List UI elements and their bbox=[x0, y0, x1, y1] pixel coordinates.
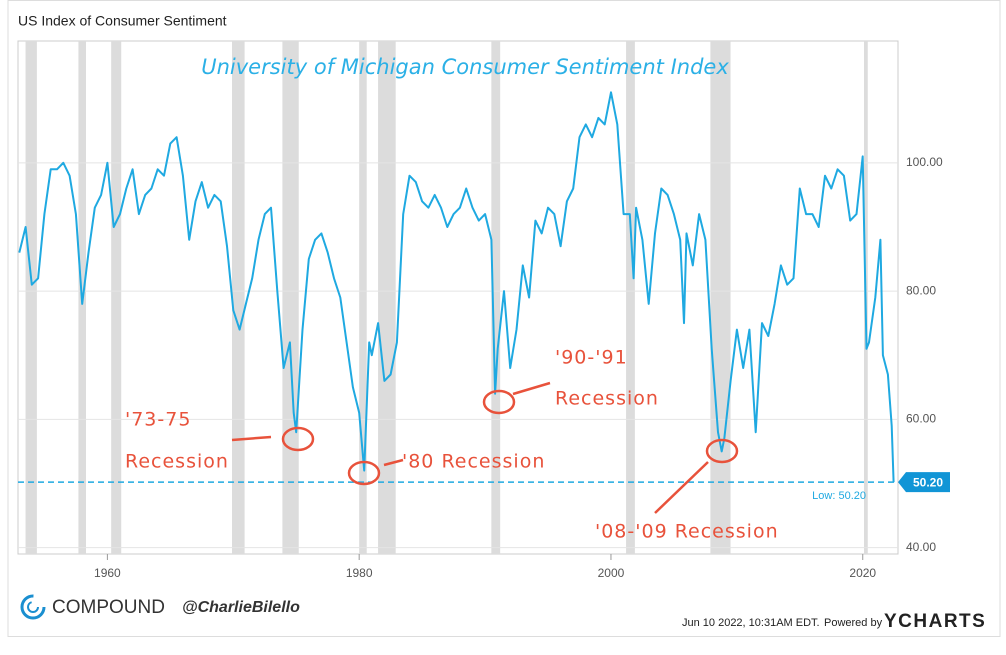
ycharts-logo: YCHARTS bbox=[884, 611, 986, 632]
recession-band bbox=[626, 41, 635, 554]
recession-band bbox=[25, 41, 37, 554]
plot-area bbox=[17, 40, 899, 555]
annotation-circle bbox=[482, 389, 516, 415]
low-tag-label: 50.20 bbox=[913, 475, 943, 489]
handle: @CharlieBilello bbox=[182, 599, 300, 616]
recession-band bbox=[282, 41, 299, 554]
brand-icon bbox=[20, 594, 46, 620]
recession-band bbox=[710, 41, 731, 554]
annotation-circle bbox=[705, 438, 739, 464]
brand: COMPOUND bbox=[52, 597, 165, 618]
footer: COMPOUND @CharlieBilello Jun 10 2022, 10… bbox=[20, 594, 986, 632]
chart-header: US Index of Consumer Sentiment bbox=[18, 13, 227, 29]
annotation: '08-'09 Recession bbox=[595, 521, 779, 543]
annotation-pointer bbox=[383, 458, 404, 467]
plot: 40.00 60.00 80.00 100.00 1960 1980 2000 2020 Low… bbox=[17, 40, 943, 580]
annotation: '80 Recession bbox=[402, 451, 545, 473]
x-tick-label: 2020 bbox=[849, 566, 876, 580]
annotation: Recession bbox=[555, 388, 659, 410]
x-tick-label: 2000 bbox=[598, 566, 625, 580]
recession-band bbox=[491, 41, 501, 554]
recession-band bbox=[232, 41, 245, 554]
brand-icon bbox=[27, 601, 39, 613]
timestamp: Jun 10 2022, 10:31AM EDT. bbox=[682, 617, 820, 629]
y-tick-label: 100.00 bbox=[906, 155, 943, 169]
y-tick-label: 80.00 bbox=[906, 283, 936, 297]
annotation: '73-75 bbox=[125, 409, 191, 431]
annotation-pointer bbox=[231, 435, 272, 442]
y-tick-label: 40.00 bbox=[906, 540, 936, 554]
recession-band bbox=[378, 41, 396, 554]
annotation: '90-'91 bbox=[555, 347, 628, 369]
recession-band bbox=[111, 41, 122, 554]
low-label: Low: 50.20 bbox=[812, 490, 866, 502]
annotation-pointer bbox=[654, 461, 709, 514]
chart-title: University of Michigan Consumer Sentimen… bbox=[201, 55, 729, 79]
y-tick-label: 60.00 bbox=[906, 412, 936, 426]
x-tick-label: 1980 bbox=[346, 566, 373, 580]
annotation-circle bbox=[281, 426, 315, 452]
annotation-circle bbox=[347, 460, 381, 486]
x-tick-label: 1960 bbox=[94, 566, 121, 580]
recession-band bbox=[359, 41, 367, 554]
annotation-pointer bbox=[512, 381, 551, 396]
data-line bbox=[18, 91, 895, 483]
low-tag bbox=[898, 472, 950, 493]
annotation: Recession bbox=[125, 451, 229, 473]
powered-by: Powered by bbox=[824, 617, 883, 629]
